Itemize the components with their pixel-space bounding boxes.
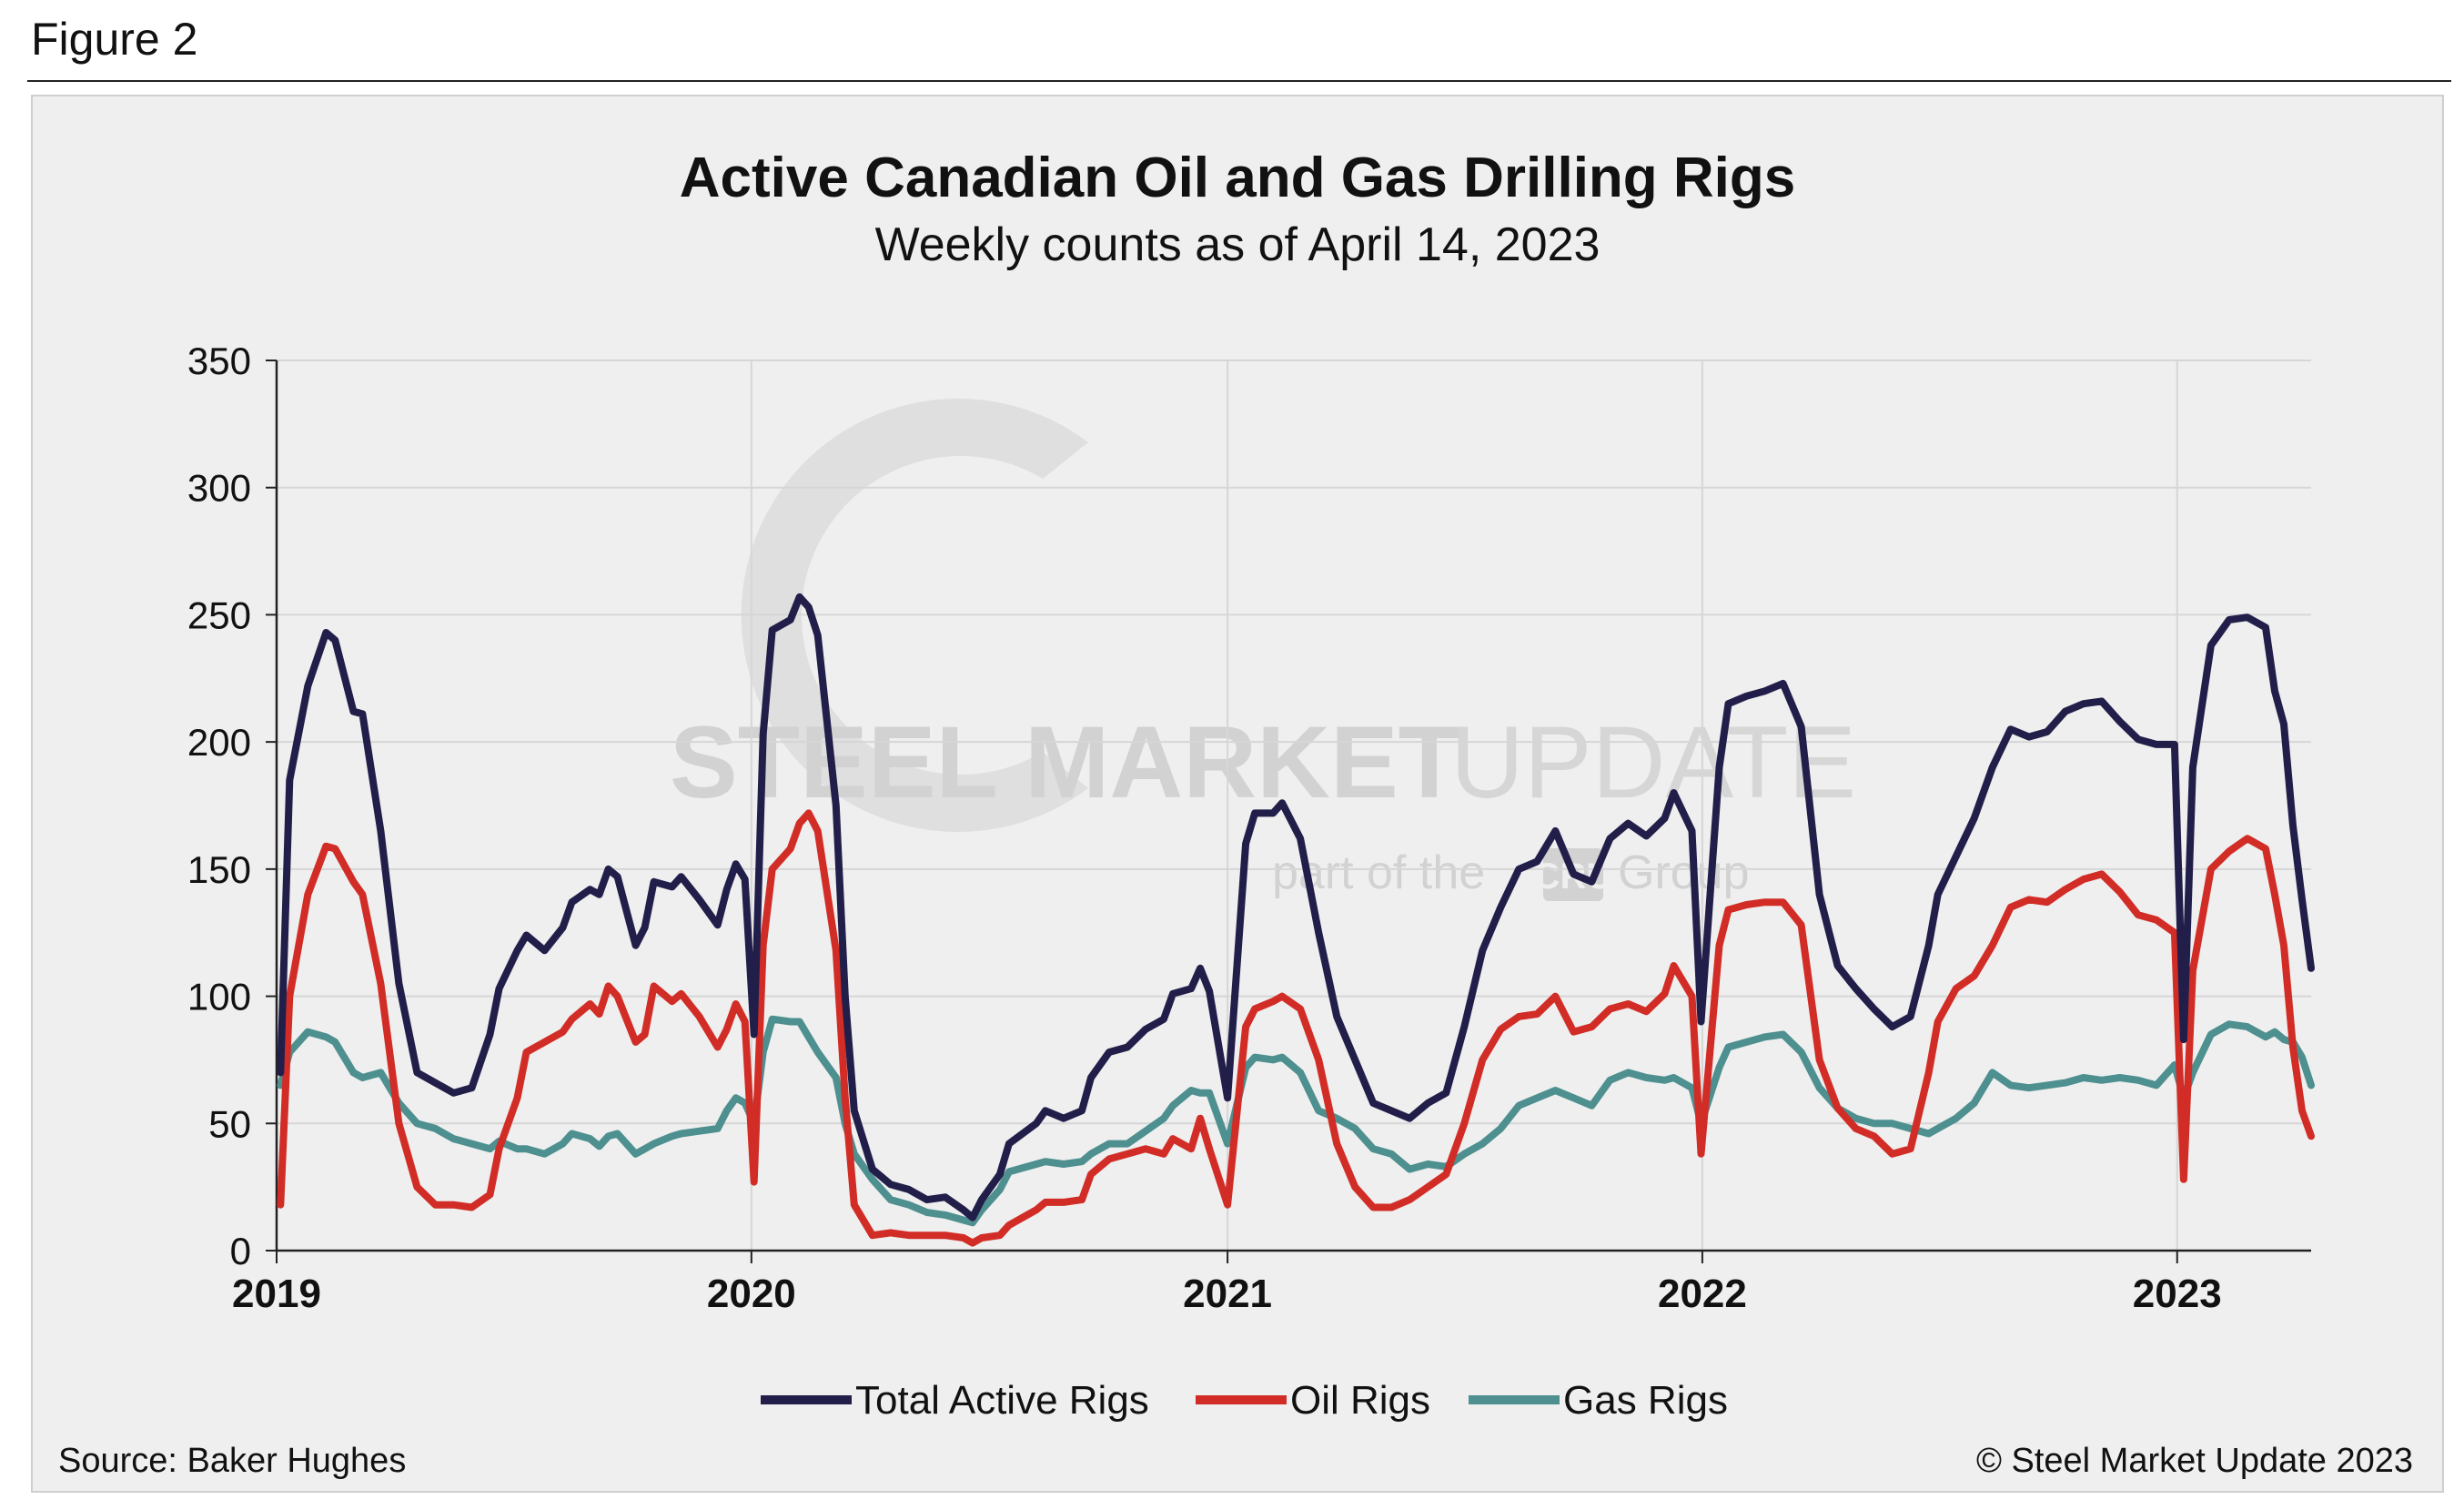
watermark-line1-bold: STEEL MARKET <box>670 705 1460 819</box>
gridlines <box>277 360 2311 1251</box>
legend-label-gas: Gas Rigs <box>1563 1378 1728 1423</box>
legend: Total Active Rigs Oil Rigs Gas Rigs <box>761 1378 1728 1423</box>
figure-rule <box>27 80 2451 82</box>
figure-label: Figure 2 <box>31 14 198 65</box>
x-tick-label-2020: 2020 <box>707 1272 796 1316</box>
x-tick-label-2022: 2022 <box>1658 1272 1747 1316</box>
total-active-rigs-line <box>277 593 2315 1221</box>
y-tick-label-100: 100 <box>187 976 251 1018</box>
y-tick-label-300: 300 <box>187 467 251 510</box>
y-tick-label-0: 0 <box>230 1230 251 1272</box>
watermark-line1-light: UPDATE <box>1450 705 1856 819</box>
y-tick-label-250: 250 <box>187 593 251 636</box>
y-axis-ticks: 0 50 100 150 200 250 300 350 <box>187 339 251 1272</box>
chart-panel: Active Canadian Oil and Gas Drilling Rig… <box>31 95 2444 1493</box>
watermark-line2-end: Group <box>1618 846 1750 899</box>
copyright-note: © Steel Market Update 2023 <box>1976 1442 2413 1480</box>
gas-rigs-line <box>277 1015 2315 1227</box>
chart-subtitle: Weekly counts as of April 14, 2023 <box>875 218 1601 271</box>
x-axis-ticks: 2019 2020 2021 2022 2023 <box>232 1272 2222 1316</box>
series-lines <box>277 593 2315 1247</box>
legend-label-total: Total Active Rigs <box>855 1378 1149 1423</box>
y-tick-label-150: 150 <box>187 848 251 891</box>
y-tick-label-350: 350 <box>187 339 251 382</box>
x-tick-label-2019: 2019 <box>232 1272 321 1316</box>
oil-rigs-line <box>277 809 2315 1247</box>
watermark: STEEL MARKET UPDATE part of the CRU Grou… <box>670 399 1856 901</box>
source-note: Source: Baker Hughes <box>58 1442 406 1480</box>
y-tick-label-50: 50 <box>208 1102 251 1145</box>
legend-label-oil: Oil Rigs <box>1290 1378 1430 1423</box>
line-chart: Active Canadian Oil and Gas Drilling Rig… <box>58 147 2413 1480</box>
x-tick-label-2023: 2023 <box>2133 1272 2222 1316</box>
y-tick-label-200: 200 <box>187 721 251 764</box>
chart-title: Active Canadian Oil and Gas Drilling Rig… <box>680 147 1796 209</box>
x-tick-label-2021: 2021 <box>1183 1272 1272 1316</box>
axes <box>266 360 2311 1263</box>
